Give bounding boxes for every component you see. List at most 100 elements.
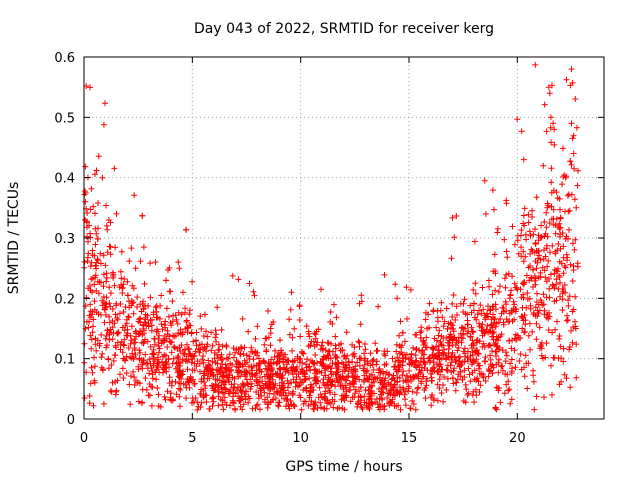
data-point (145, 323, 152, 330)
data-point (508, 396, 515, 403)
data-point (176, 359, 183, 366)
data-point (143, 386, 150, 393)
data-point (214, 360, 221, 367)
data-point (509, 337, 516, 344)
data-point (267, 342, 274, 349)
data-point (88, 259, 95, 266)
data-point (106, 243, 113, 250)
data-point (556, 272, 563, 279)
data-point (527, 232, 534, 239)
data-point (245, 381, 252, 388)
data-point (305, 363, 312, 370)
data-point (381, 383, 387, 390)
data-point (451, 365, 458, 372)
data-point (476, 389, 483, 395)
data-point (167, 288, 174, 295)
data-point (535, 274, 542, 281)
data-point (422, 395, 429, 402)
data-point (354, 403, 361, 410)
data-point (456, 358, 463, 364)
data-point (132, 351, 139, 358)
data-point (389, 384, 396, 391)
data-point (397, 318, 404, 325)
data-point (103, 301, 110, 308)
data-point (123, 332, 130, 339)
data-point (222, 379, 229, 386)
data-point (84, 224, 90, 231)
data-point (304, 356, 310, 363)
data-point (320, 345, 327, 352)
data-point (86, 282, 93, 289)
data-point (568, 120, 575, 127)
data-point (481, 177, 488, 184)
data-point (220, 406, 227, 413)
data-point (144, 360, 151, 367)
data-point (461, 374, 468, 381)
data-point (560, 173, 567, 180)
data-point (92, 225, 99, 232)
data-point (469, 392, 476, 398)
data-point (112, 352, 119, 359)
data-point (325, 374, 332, 381)
data-point (472, 386, 479, 393)
data-point (467, 334, 474, 340)
data-point (470, 329, 477, 336)
data-point (210, 395, 217, 402)
data-point (474, 311, 481, 318)
data-point (428, 402, 435, 409)
data-point (569, 278, 576, 284)
data-point (472, 290, 479, 297)
data-point (355, 338, 362, 345)
data-point (475, 378, 482, 385)
data-point (549, 82, 555, 89)
data-point (188, 330, 195, 337)
data-point (93, 167, 100, 174)
data-point (533, 336, 540, 343)
data-point (541, 267, 548, 274)
data-point (91, 363, 98, 370)
data-point (322, 388, 329, 395)
data-point (253, 378, 260, 384)
data-point (89, 311, 96, 318)
data-point (195, 346, 202, 352)
data-point (494, 343, 501, 350)
data-point (455, 354, 462, 361)
data-point (177, 348, 184, 354)
data-point (412, 406, 419, 413)
data-point (438, 299, 445, 306)
data-point (276, 399, 283, 406)
data-point (473, 316, 480, 323)
data-point (476, 320, 483, 327)
data-point (566, 344, 573, 350)
data-point (414, 385, 421, 392)
data-point (98, 331, 105, 338)
data-point (487, 352, 494, 359)
data-point (182, 305, 189, 312)
data-point (209, 395, 216, 402)
data-point (191, 381, 198, 387)
data-point (358, 292, 365, 299)
data-point (197, 404, 204, 411)
data-point (148, 402, 155, 409)
data-point (508, 345, 515, 352)
data-point (440, 398, 447, 405)
data-point (186, 345, 192, 352)
data-point (457, 300, 464, 307)
data-point (505, 387, 512, 394)
data-point (506, 386, 513, 393)
data-point (486, 283, 493, 290)
data-point (574, 182, 581, 189)
data-point (371, 374, 378, 381)
data-point (423, 334, 430, 341)
data-point (372, 340, 379, 347)
data-point (342, 392, 349, 399)
data-point (131, 336, 138, 342)
data-point (198, 378, 205, 385)
data-point (163, 352, 169, 359)
data-point (362, 387, 369, 393)
x-tick-label: 10 (292, 431, 309, 446)
data-point (507, 360, 514, 367)
data-point (214, 351, 221, 358)
data-point (462, 381, 469, 388)
data-point (90, 402, 97, 409)
